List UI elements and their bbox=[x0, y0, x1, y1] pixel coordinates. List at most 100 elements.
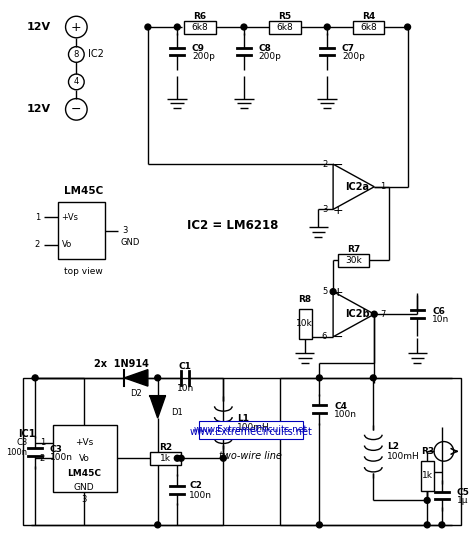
Text: L1: L1 bbox=[237, 414, 249, 422]
Text: 10n: 10n bbox=[176, 384, 194, 393]
Text: 7: 7 bbox=[380, 310, 385, 319]
Text: LM45C: LM45C bbox=[67, 469, 101, 479]
Text: 8: 8 bbox=[73, 50, 79, 59]
Text: www.ExtremeCircuits.net: www.ExtremeCircuits.net bbox=[189, 427, 312, 437]
Bar bbox=[184, 21, 216, 34]
Text: 6k8: 6k8 bbox=[360, 22, 377, 32]
Bar bbox=[280, 378, 462, 525]
Text: www.ExtremeCircuits.net: www.ExtremeCircuits.net bbox=[194, 426, 308, 434]
Text: 1: 1 bbox=[40, 438, 45, 447]
Circle shape bbox=[317, 375, 322, 381]
Text: C2: C2 bbox=[189, 481, 202, 490]
Circle shape bbox=[439, 522, 445, 528]
Text: 200p: 200p bbox=[342, 52, 365, 61]
Text: R5: R5 bbox=[279, 11, 292, 21]
Text: R4: R4 bbox=[362, 11, 375, 21]
Text: 3: 3 bbox=[82, 495, 87, 504]
Text: 100mH: 100mH bbox=[237, 423, 270, 432]
Text: GND: GND bbox=[74, 483, 94, 492]
Circle shape bbox=[405, 24, 410, 30]
Text: −: − bbox=[333, 331, 343, 344]
Text: 1μ: 1μ bbox=[456, 496, 468, 505]
Bar bbox=[150, 452, 181, 465]
Bar bbox=[269, 21, 301, 34]
Text: D1: D1 bbox=[172, 408, 183, 417]
Text: Vo: Vo bbox=[62, 240, 72, 249]
Text: 12V: 12V bbox=[27, 22, 51, 32]
Bar bbox=[299, 309, 311, 339]
Text: 200p: 200p bbox=[192, 52, 215, 61]
Text: −: − bbox=[71, 103, 82, 116]
Text: −: − bbox=[333, 159, 343, 172]
Text: +: + bbox=[333, 286, 343, 299]
Text: L2: L2 bbox=[387, 442, 399, 451]
Text: +Vs: +Vs bbox=[75, 438, 93, 447]
Polygon shape bbox=[124, 370, 148, 386]
Bar bbox=[338, 254, 369, 267]
Text: R7: R7 bbox=[347, 245, 360, 254]
Text: top view: top view bbox=[64, 266, 102, 276]
Text: C3: C3 bbox=[16, 438, 27, 447]
Text: 1: 1 bbox=[35, 213, 40, 222]
Text: C1: C1 bbox=[179, 362, 191, 371]
Circle shape bbox=[174, 455, 180, 461]
Bar bbox=[53, 425, 117, 492]
Text: LM45C: LM45C bbox=[64, 185, 103, 196]
Polygon shape bbox=[333, 164, 374, 210]
Text: C4: C4 bbox=[334, 402, 347, 411]
Bar bbox=[421, 461, 434, 491]
Bar bbox=[58, 202, 105, 259]
Text: IC2b: IC2b bbox=[345, 309, 370, 319]
Circle shape bbox=[370, 375, 376, 381]
Text: 10n: 10n bbox=[432, 315, 449, 324]
Circle shape bbox=[424, 497, 430, 503]
Text: C3: C3 bbox=[50, 445, 63, 454]
Text: C6: C6 bbox=[432, 307, 445, 316]
Text: R3: R3 bbox=[420, 447, 434, 456]
Text: 6: 6 bbox=[322, 332, 327, 341]
Circle shape bbox=[241, 24, 247, 30]
Text: C7: C7 bbox=[342, 44, 355, 53]
Text: 12V: 12V bbox=[27, 104, 51, 114]
Text: two-wire line: two-wire line bbox=[219, 451, 282, 461]
Text: 4: 4 bbox=[74, 78, 79, 86]
Circle shape bbox=[371, 311, 377, 317]
Text: IC2a: IC2a bbox=[346, 182, 370, 192]
Text: 1k: 1k bbox=[422, 472, 433, 480]
Text: +: + bbox=[71, 21, 82, 33]
Circle shape bbox=[174, 24, 180, 30]
Text: 10k: 10k bbox=[296, 319, 313, 328]
Circle shape bbox=[424, 522, 430, 528]
Text: 3: 3 bbox=[322, 205, 327, 214]
Text: 1k: 1k bbox=[160, 453, 171, 463]
Text: 2: 2 bbox=[322, 160, 327, 168]
Text: 100mH: 100mH bbox=[387, 452, 420, 461]
Text: C5: C5 bbox=[456, 488, 469, 497]
Text: 100n: 100n bbox=[6, 448, 27, 457]
Text: 2: 2 bbox=[35, 240, 40, 249]
Text: +: + bbox=[333, 204, 343, 217]
Text: 200p: 200p bbox=[259, 52, 282, 61]
Bar bbox=[353, 21, 384, 34]
Text: 6k8: 6k8 bbox=[277, 22, 293, 32]
Text: D2: D2 bbox=[130, 389, 142, 398]
Text: 2: 2 bbox=[40, 453, 45, 463]
Circle shape bbox=[155, 522, 161, 528]
Polygon shape bbox=[333, 292, 374, 337]
Text: Vo: Vo bbox=[79, 453, 90, 463]
Text: 6k8: 6k8 bbox=[191, 22, 208, 32]
Circle shape bbox=[330, 289, 336, 295]
Circle shape bbox=[317, 522, 322, 528]
Bar bbox=[199, 421, 303, 439]
Bar bbox=[23, 378, 223, 525]
Text: 100n: 100n bbox=[189, 491, 212, 500]
Circle shape bbox=[155, 375, 161, 381]
Text: R2: R2 bbox=[159, 443, 172, 452]
Text: 30k: 30k bbox=[346, 256, 362, 265]
Circle shape bbox=[32, 375, 38, 381]
Text: 100n: 100n bbox=[334, 410, 357, 418]
Text: R8: R8 bbox=[298, 295, 311, 304]
Text: +Vs: +Vs bbox=[62, 213, 79, 222]
Text: 1: 1 bbox=[380, 182, 385, 191]
Text: GND: GND bbox=[120, 238, 140, 247]
